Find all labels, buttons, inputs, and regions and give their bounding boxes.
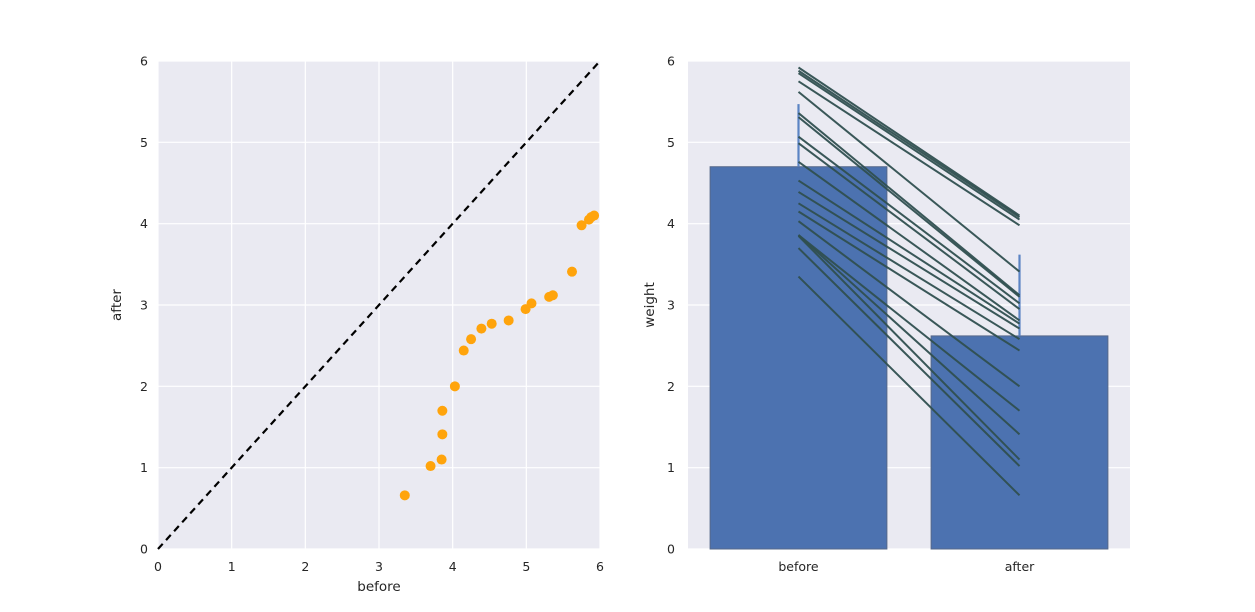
scatter-point — [399, 490, 410, 501]
bar-ytick-label: 0 — [667, 542, 675, 557]
scatter-xtick-label: 2 — [301, 559, 309, 574]
paired-line — [797, 220, 1021, 388]
paired-line — [797, 247, 1021, 467]
scatter-ytick-label: 1 — [140, 460, 148, 475]
scatter-point — [466, 334, 477, 345]
scatter-point — [526, 298, 537, 309]
scatter-point — [476, 323, 487, 334]
paired-line — [797, 161, 1021, 322]
paired-line — [797, 210, 1021, 352]
paired-line — [797, 234, 1021, 436]
scatter-ytick-label: 4 — [140, 216, 148, 231]
bar-ytick-label: 2 — [667, 379, 675, 394]
scatter-xtick-label: 1 — [228, 559, 236, 574]
scatter-point — [547, 290, 558, 301]
identity-dashed-line — [157, 60, 601, 550]
bar-after — [930, 335, 1109, 550]
bar-category-label-after: after — [1005, 559, 1035, 574]
paired-line — [797, 234, 1021, 412]
scatter-ytick-label: 6 — [140, 54, 148, 69]
paired-line — [797, 66, 1021, 217]
paired-line — [797, 69, 1021, 218]
scatter-xtick-label: 4 — [449, 559, 457, 574]
scatter-point — [567, 266, 578, 277]
scatter-point — [576, 220, 587, 231]
bar-yaxis-label: weight — [642, 282, 658, 328]
scatter-point — [449, 381, 460, 392]
scatter-tick-labels: 0 1 2 3 4 5 6 0 1 2 3 4 5 6 — [140, 54, 604, 575]
scatter-xtick-label: 0 — [154, 559, 162, 574]
paired-line — [797, 179, 1021, 325]
bar-ytick-label: 6 — [667, 54, 675, 69]
paired-line — [797, 235, 1021, 461]
paired-line — [797, 191, 1021, 330]
scatter-ytick-label: 0 — [140, 542, 148, 557]
scatter-point — [437, 405, 448, 416]
bar-ytick-label: 3 — [667, 298, 675, 313]
scatter-point — [458, 345, 469, 356]
scatter-xtick-label: 3 — [375, 559, 383, 574]
bar-ytick-label: 5 — [667, 135, 675, 150]
scatter-xtick-label: 5 — [522, 559, 530, 574]
scatter-ytick-label: 5 — [140, 135, 148, 150]
scatter-point — [437, 429, 448, 440]
paired-line — [797, 142, 1021, 310]
paired-line — [797, 116, 1021, 298]
paired-line — [797, 72, 1021, 221]
paired-line — [797, 91, 1021, 273]
paired-line — [797, 112, 1021, 297]
bar-ytick-label: 1 — [667, 460, 675, 475]
bar-data — [709, 66, 1109, 550]
paired-line — [797, 202, 1021, 341]
paired-line — [797, 80, 1021, 227]
scatter-point — [503, 315, 514, 326]
paired-line — [797, 275, 1021, 497]
bar-category-label-before: before — [778, 559, 819, 574]
scatter-yaxis-label: after — [109, 289, 125, 321]
scatter-data — [157, 60, 601, 550]
scatter-point — [436, 454, 447, 465]
bar-tick-labels: 0 1 2 3 4 5 6 — [667, 54, 675, 557]
scatter-point — [425, 461, 436, 472]
paired-line — [797, 135, 1021, 305]
scatter-ytick-label: 2 — [140, 379, 148, 394]
scatter-ytick-label: 3 — [140, 298, 148, 313]
scatter-xaxis-label: before — [357, 579, 400, 595]
bar-before — [709, 166, 888, 550]
scatter-point — [486, 318, 497, 329]
bar-ytick-label: 4 — [667, 216, 675, 231]
scatter-xtick-label: 6 — [596, 559, 604, 574]
scatter-point — [589, 210, 600, 221]
